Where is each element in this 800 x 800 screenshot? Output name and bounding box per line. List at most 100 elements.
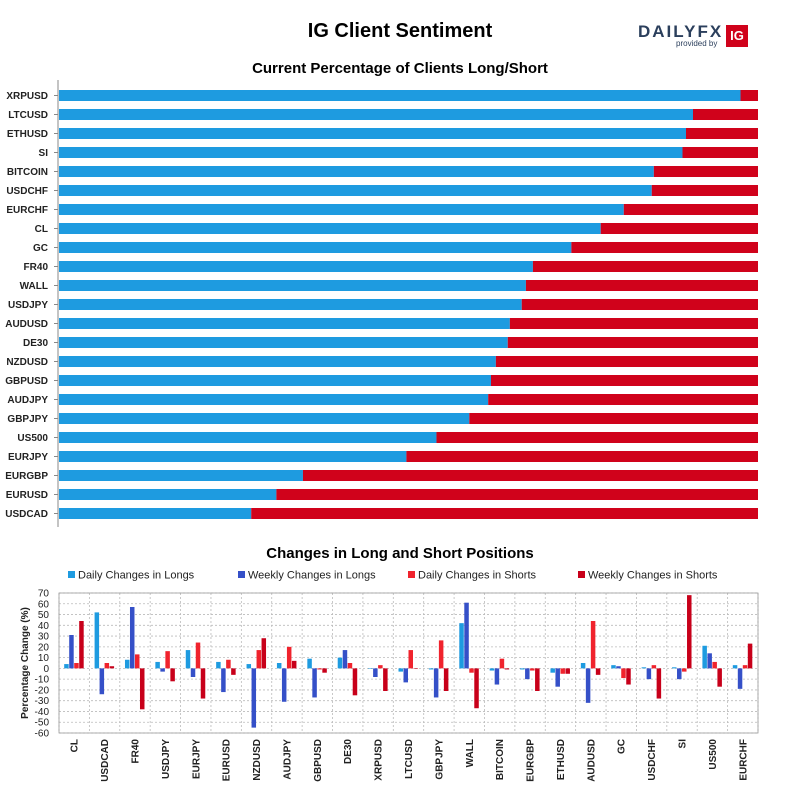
dailyfx-logo: DAILYFX provided by IG [638,22,750,50]
y-tick-label: -10 [35,675,50,686]
change-bar-gc [616,666,621,669]
x-tick-label: EURJPY [191,739,202,779]
change-bar-usdjpy [165,651,170,669]
short-bar-audusd [509,318,758,329]
short-bar-si [682,147,758,158]
change-bar-eurchf [732,665,738,669]
short-bar-ltcusd [692,109,758,120]
change-bar-usdjpy [155,661,160,669]
x-tick-label: XRPUSD [374,739,385,781]
y-tick-label: 60 [38,599,50,610]
x-tick-label: GBPUSD [313,739,324,782]
change-bar-gc [626,668,631,685]
sentiment-tick-label: EURUSD [6,490,48,501]
logo-subtext: provided by [676,39,718,48]
change-bar-nzdusd [256,650,262,669]
page-title: IG Client Sentiment [307,20,493,42]
x-tick-label: FR40 [130,739,141,764]
change-bar-cl [69,635,74,669]
logo-wordmark: DAILYFX [638,22,724,41]
short-bar-ethusd [686,128,758,139]
y-tick-label: -50 [35,718,50,729]
change-bar-nzdusd [251,668,257,728]
short-bar-fr40 [532,261,758,272]
change-bar-gbpusd [322,668,327,673]
change-bar-de30 [352,668,358,696]
x-tick-label: GC [617,739,628,754]
change-bar-usdcad [109,666,115,669]
change-bar-eurgbp [535,668,540,691]
change-bar-bitcoin [494,668,500,685]
long-bar-gc [59,242,572,253]
long-bar-fr40 [59,261,533,272]
change-bar-gc [611,665,616,669]
short-bar-eurchf [623,204,758,215]
short-bar-eurjpy [406,451,758,462]
sentiment-tick-label: SI [39,148,49,159]
long-bar-us500 [59,432,437,443]
short-bar-cl [600,223,758,234]
x-tick-label: US500 [708,739,719,770]
change-bar-si [672,667,677,669]
short-bar-gbpusd [490,375,758,386]
x-tick-label: EURCHF [738,739,749,781]
change-bar-bitcoin [504,668,510,670]
short-bar-gc [571,242,758,253]
sentiment-tick-label: XRPUSD [6,91,48,102]
x-tick-label: SI [678,739,689,749]
change-bar-eurjpy [190,668,196,677]
long-bar-nzdusd [59,356,496,367]
change-bar-eurjpy [185,650,191,669]
change-bar-nzdusd [261,638,267,669]
long-bar-usdchf [59,185,652,196]
sentiment-tick-label: NZDUSD [6,357,48,368]
long-bar-eurusd [59,489,277,500]
sentiment-tick-label: USDCAD [5,509,48,520]
change-bar-gbpjpy [428,668,434,670]
sentiment-tick-label: EURGBP [5,471,48,482]
y-tick-label: -20 [35,685,50,696]
change-bar-eurgbp [530,668,535,671]
change-bar-eurgbp [520,668,525,670]
change-bar-de30 [337,657,343,669]
change-bar-ethusd [550,668,555,673]
change-bar-audusd [580,663,586,669]
change-bar-wall [464,602,469,669]
long-bar-usdcad [59,508,252,519]
short-bar-usdjpy [521,299,758,310]
long-bar-gbpjpy [59,413,470,424]
change-bar-eurusd [216,661,221,669]
change-bar-ltcusd [403,668,408,683]
change-bar-de30 [342,650,348,669]
long-bar-eurjpy [59,451,407,462]
sentiment-tick-label: DE30 [23,338,48,349]
change-bar-usdjpy [160,668,165,672]
change-bar-xrpusd [378,665,383,669]
change-bar-eurchf [742,665,748,669]
y-tick-label: 20 [38,642,50,653]
change-bar-usdcad [104,663,110,669]
ig-badge: IG [726,25,748,47]
short-bar-usdcad [251,508,758,519]
change-bar-usdchf [656,668,662,699]
x-tick-label: EURGBP [526,739,537,782]
sentiment-tick-label: AUDJPY [7,395,48,406]
x-tick-label: ETHUSD [556,739,567,780]
long-bar-gbpusd [59,375,491,386]
change-bar-gbpjpy [433,668,439,698]
change-bar-nzdusd [246,664,252,669]
sentiment-tick-label: WALL [20,281,48,292]
change-bar-ethusd [555,668,560,687]
change-bar-audjpy [286,646,292,669]
sentiment-tick-label: EURCHF [6,205,48,216]
change-bar-eurchf [737,668,743,689]
sentiment-tick-label: US500 [17,433,48,444]
short-bar-wall [525,280,758,291]
x-tick-label: WALL [465,739,476,767]
change-bar-wall [459,623,464,669]
change-bar-wall [469,668,474,673]
sentiment-chart-title: Current Percentage of Clients Long/Short [252,60,548,77]
changes-chart-title: Changes in Long and Short Positions [266,545,534,562]
change-bar-fr40 [134,654,140,669]
